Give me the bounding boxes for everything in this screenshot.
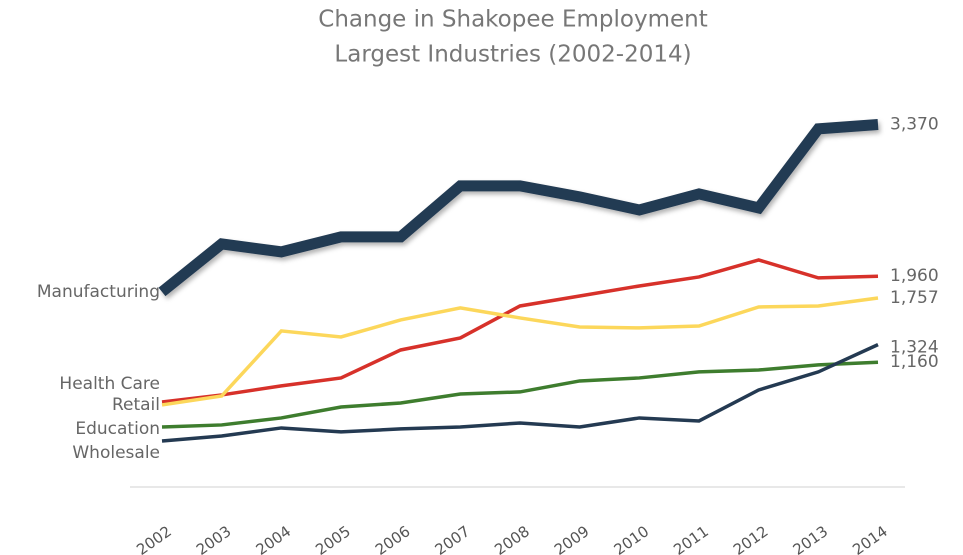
- x-tick-label: 2002: [133, 522, 175, 555]
- series-label: Manufacturing: [37, 282, 160, 302]
- x-tick-label: 2010: [611, 522, 653, 555]
- series-line: [161, 343, 879, 443]
- data-label: 1,960: [890, 266, 939, 286]
- x-tick-label: 2003: [193, 522, 235, 555]
- series-line: [158, 119, 879, 297]
- series-label: Health Care: [59, 374, 160, 394]
- series-line: [161, 296, 879, 407]
- series-label: Wholesale: [72, 443, 160, 463]
- data-label: 3,370: [890, 115, 939, 135]
- x-tick-label: 2008: [491, 522, 533, 555]
- data-label: 1,757: [890, 288, 939, 308]
- chart-title: Change in Shakopee Employment: [318, 7, 707, 33]
- data-label: 1,160: [890, 352, 939, 372]
- series-label: Education: [75, 419, 160, 439]
- x-tick-label: 2011: [670, 522, 712, 555]
- x-tick-label: 2006: [372, 522, 414, 555]
- data-label: 1,324: [890, 338, 939, 358]
- x-tick-label: 2009: [551, 522, 593, 555]
- series-line: [161, 258, 879, 404]
- x-tick-label: 2004: [253, 522, 295, 555]
- x-tick-label: 2005: [312, 522, 354, 555]
- chart-subtitle: Largest Industries (2002-2014): [334, 42, 691, 68]
- x-tick-label: 2013: [790, 522, 832, 555]
- x-tick-label: 2014: [849, 522, 891, 555]
- series-label: Retail: [112, 395, 160, 415]
- x-tick-label: 2007: [432, 522, 474, 555]
- series-line: [161, 360, 879, 429]
- x-tick-label: 2012: [730, 522, 772, 555]
